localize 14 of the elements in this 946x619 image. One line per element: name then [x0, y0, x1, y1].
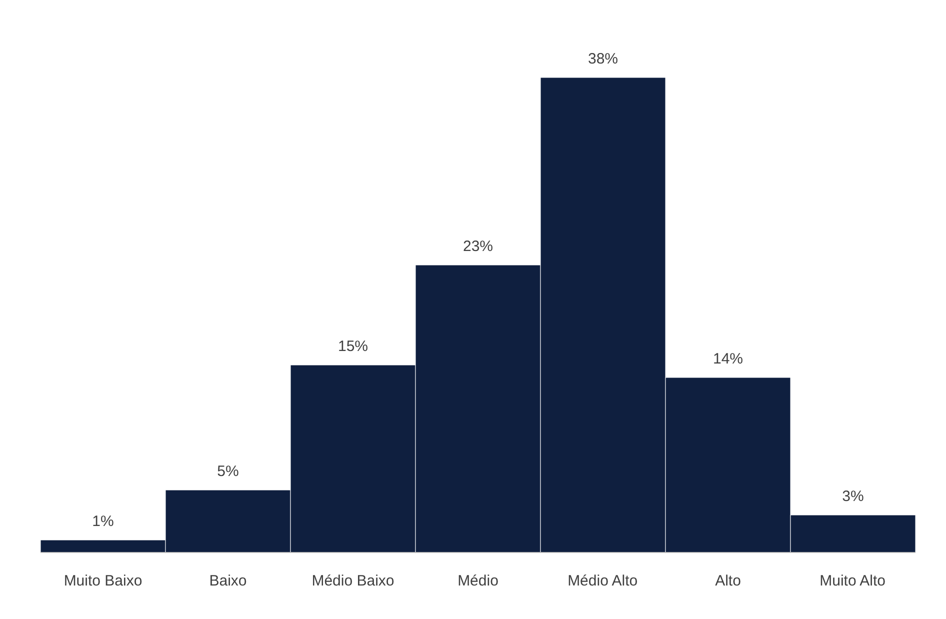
x-tick-label: Médio Alto: [568, 572, 638, 590]
data-label: 3%: [842, 488, 864, 505]
data-label: 5%: [217, 463, 239, 480]
x-tick-label: Muito Baixo: [64, 572, 142, 590]
data-label: 23%: [462, 238, 494, 255]
data-label: 38%: [588, 50, 618, 68]
data-label: 1%: [92, 513, 114, 530]
x-tick-label: Médio Baixo: [312, 572, 394, 590]
data-label: 14%: [712, 350, 744, 368]
data-label: 15%: [338, 338, 368, 355]
x-tick-label: Médio: [458, 572, 498, 590]
x-tick-label: Alto: [715, 572, 741, 590]
x-tick-label: Muito Alto: [820, 572, 886, 590]
x-tick-label: Baixo: [209, 572, 247, 590]
